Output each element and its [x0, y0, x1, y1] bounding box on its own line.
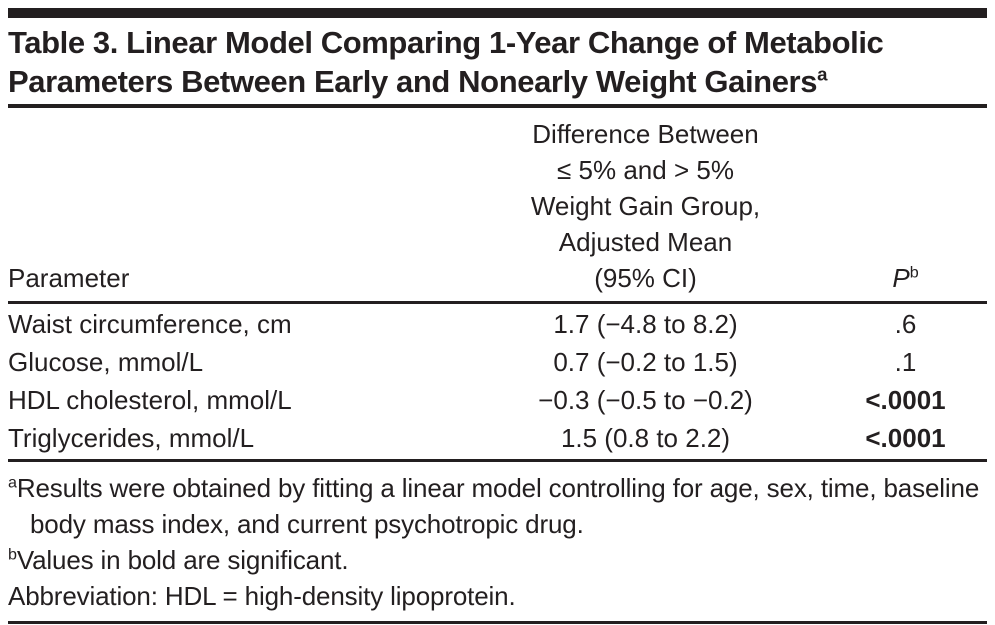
header-parameter: Parameter — [8, 263, 130, 293]
footnote-abbreviation: Abbreviation: HDL = high-density lipopro… — [8, 578, 987, 614]
row-parameter: Triglycerides, mmol/L — [8, 423, 255, 453]
header-p-label: P — [892, 263, 910, 293]
row-parameter: Glucose, mmol/L — [8, 347, 204, 377]
header-p-footnote-marker: b — [909, 263, 919, 282]
footnote-a-text: Results were obtained by fitting a linea… — [16, 473, 980, 539]
row-p-value: <.0001 — [865, 385, 946, 415]
row-p-value: .1 — [894, 347, 917, 377]
row-parameter: HDL cholesterol, mmol/L — [8, 385, 292, 415]
header-p-value: Pb — [833, 260, 978, 296]
header-difference-line-2: ≤ 5% and > 5% — [557, 155, 734, 185]
table-footnotes: aResults were obtained by fitting a line… — [8, 462, 987, 621]
header-difference-line-1: Difference Between — [532, 119, 759, 149]
table-row: Waist circumference, cm 1.7 (−4.8 to 8.2… — [8, 305, 987, 343]
header-difference: Difference Between ≤ 5% and > 5% Weight … — [458, 116, 833, 296]
header-difference-line-5: (95% CI) — [594, 263, 697, 293]
title-divider-rule — [8, 104, 987, 108]
table-body: Waist circumference, cm 1.7 (−4.8 to 8.2… — [8, 304, 987, 459]
row-p-value: .6 — [894, 309, 917, 339]
table-bottom-rule — [8, 621, 987, 624]
footnote-b: bValues in bold are significant. — [8, 542, 987, 578]
footnote-b-marker: b — [8, 545, 17, 564]
footnote-a-marker: a — [8, 473, 17, 492]
row-difference: 1.7 (−4.8 to 8.2) — [553, 309, 738, 339]
row-difference: 1.5 (0.8 to 2.2) — [560, 423, 731, 453]
row-p-value: <.0001 — [865, 423, 946, 453]
table-title-footnote-marker: a — [817, 63, 828, 85]
footnote-a: aResults were obtained by fitting a line… — [8, 470, 995, 542]
row-parameter: Waist circumference, cm — [8, 309, 292, 339]
table-top-bar — [8, 8, 987, 18]
table-row: Glucose, mmol/L 0.7 (−0.2 to 1.5) .1 — [8, 343, 987, 381]
table-title: Table 3. Linear Model Comparing 1-Year C… — [8, 23, 987, 101]
table-row: HDL cholesterol, mmol/L −0.3 (−0.5 to −0… — [8, 381, 987, 419]
row-difference: 0.7 (−0.2 to 1.5) — [553, 347, 738, 377]
table-row: Triglycerides, mmol/L 1.5 (0.8 to 2.2) <… — [8, 419, 987, 457]
header-difference-line-3: Weight Gain Group, — [530, 191, 761, 221]
footnote-abbreviation-text: Abbreviation: HDL = high-density lipopro… — [8, 581, 516, 611]
table-title-text: Table 3. Linear Model Comparing 1-Year C… — [8, 25, 884, 99]
table-header-row: Parameter Difference Between ≤ 5% and > … — [8, 108, 987, 301]
body-divider-rule — [8, 459, 987, 462]
header-difference-line-4: Adjusted Mean — [558, 227, 733, 257]
row-difference: −0.3 (−0.5 to −0.2) — [538, 385, 753, 415]
header-divider-rule — [8, 301, 987, 304]
footnote-b-text: Values in bold are significant. — [16, 545, 349, 575]
